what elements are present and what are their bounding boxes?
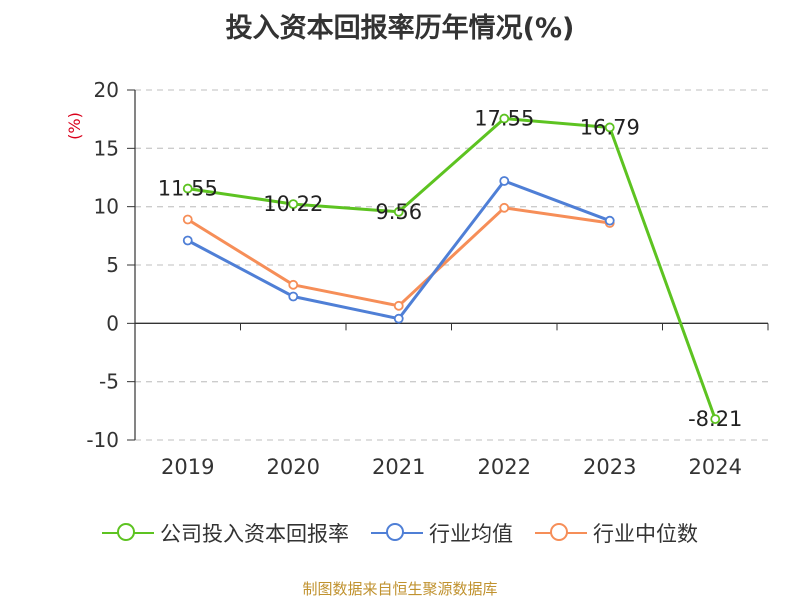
y-tick-label: -5 xyxy=(99,370,119,394)
legend-item[interactable]: 行业中位数 xyxy=(535,518,698,548)
legend-swatch xyxy=(371,521,423,545)
x-tick-label: 2021 xyxy=(372,455,425,479)
chart-title: 投入资本回报率历年情况(%) xyxy=(225,13,575,44)
x-tick-label: 2023 xyxy=(583,455,636,479)
data-point xyxy=(288,279,299,290)
data-label: -8.21 xyxy=(688,407,742,431)
data-point xyxy=(604,122,615,133)
data-point xyxy=(393,206,404,217)
data-point xyxy=(499,113,510,124)
data-label: 16.79 xyxy=(580,115,640,139)
legend-label: 公司投入资本回报率 xyxy=(160,522,349,546)
y-tick-label: 15 xyxy=(94,136,119,160)
x-tick-label: 2020 xyxy=(267,455,320,479)
legend-label: 行业中位数 xyxy=(593,522,698,546)
legend-swatch xyxy=(102,521,154,545)
x-tick-label: 2019 xyxy=(161,455,214,479)
data-label-layer: 11.55 10.22 9.56 17.55 16.79 -8.21 xyxy=(158,107,743,432)
data-point xyxy=(182,183,193,194)
grid-layer xyxy=(135,89,768,441)
data-point xyxy=(710,414,721,425)
y-tick-label: -10 xyxy=(86,428,119,452)
legend-item[interactable]: 行业均值 xyxy=(371,518,513,548)
legend: 公司投入资本回报率 行业均值 行业中位数 xyxy=(0,518,800,548)
y-tick-label: 20 xyxy=(94,78,119,102)
series-layer xyxy=(182,113,721,425)
axis-layer: 20 15 10 5 0 -5 -10 (%) 2019 2020 2021 2022 2023 2024 xyxy=(65,78,769,479)
x-tick-label: 2024 xyxy=(689,455,742,479)
data-label: 17.55 xyxy=(474,107,534,131)
y-tick-label: 5 xyxy=(106,253,119,277)
y-axis-label: (%) xyxy=(65,112,84,140)
data-label: 9.56 xyxy=(375,200,422,224)
data-point xyxy=(393,300,404,311)
y-tick-label: 0 xyxy=(106,311,119,335)
data-point xyxy=(182,214,193,225)
data-point xyxy=(288,291,299,302)
data-point xyxy=(288,199,299,210)
data-label: 11.55 xyxy=(158,177,218,201)
data-point xyxy=(604,215,615,226)
legend-swatch xyxy=(535,521,587,545)
data-point xyxy=(182,235,193,246)
source-note: 制图数据来自恒生聚源数据库 xyxy=(302,580,498,598)
data-point xyxy=(393,313,404,324)
data-point xyxy=(499,176,510,186)
data-label: 10.22 xyxy=(263,192,323,216)
series-line xyxy=(187,117,717,420)
data-point xyxy=(499,202,510,213)
x-tick-label: 2022 xyxy=(478,455,531,479)
legend-item[interactable]: 公司投入资本回报率 xyxy=(102,518,349,548)
legend-label: 行业均值 xyxy=(429,522,513,546)
y-tick-label: 10 xyxy=(94,195,119,219)
